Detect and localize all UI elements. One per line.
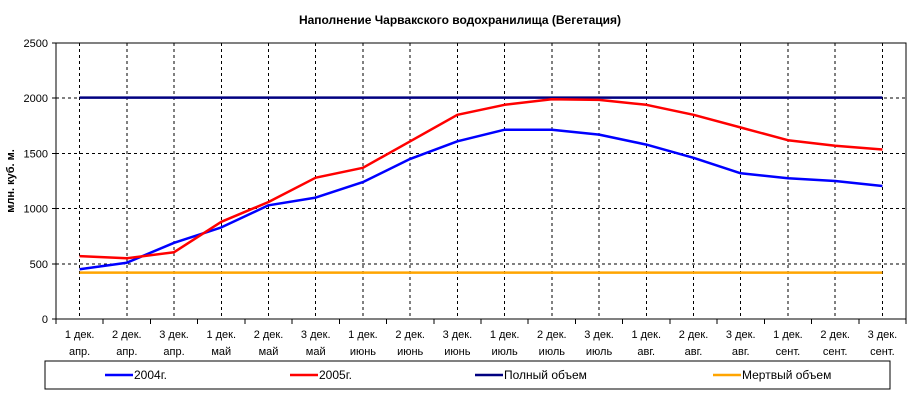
- legend-items: 2004г. 2005г. Полный объем Мертвый объем: [105, 368, 831, 382]
- x-tick-label: июль: [491, 346, 518, 358]
- x-tick-label: 2 дек.: [254, 329, 284, 341]
- x-tick-label: 2 дек.: [112, 329, 142, 341]
- y-tick-label: 0: [42, 314, 48, 326]
- x-tick-label: май: [259, 346, 279, 358]
- x-ticks: 1 дек. апр. 2 дек. апр. 3 дек. апр. 1 дек. май 2…: [65, 329, 897, 358]
- grid: [56, 42, 906, 319]
- x-tick-label: авг.: [732, 346, 750, 358]
- y-tick-label: 500: [30, 259, 48, 271]
- x-tick-label: 1 дек.: [773, 329, 803, 341]
- x-tick-label: май: [211, 346, 231, 358]
- x-tick-label: май: [306, 346, 326, 358]
- series-line: [79, 98, 883, 260]
- series: [79, 96, 883, 274]
- legend-label: Полный объем: [504, 368, 587, 382]
- x-tick-label: июнь: [350, 346, 376, 358]
- x-tick-label: 1 дек.: [206, 329, 236, 341]
- x-tick-label: апр.: [116, 346, 137, 358]
- x-tick-label: 2 дек.: [820, 329, 850, 341]
- x-tick-label: апр.: [69, 346, 90, 358]
- chart-title: Наполнение Чарвакского водохранилища (Ве…: [299, 13, 621, 27]
- y-tick-label: 2000: [24, 93, 48, 105]
- y-ticks: 0 500 1000 1500 2000 2500: [24, 38, 48, 326]
- x-tick-label: 3 дек.: [301, 329, 331, 341]
- x-tick-label: апр.: [163, 346, 184, 358]
- x-tick-label: авг.: [685, 346, 703, 358]
- x-tick-label: 2 дек.: [537, 329, 567, 341]
- x-tick-label: 1 дек.: [631, 329, 661, 341]
- legend-label: Мертвый объем: [742, 368, 831, 382]
- x-tick-label: сент.: [776, 346, 801, 358]
- x-tick-label: 2 дек.: [679, 329, 709, 341]
- x-tick-label: 1 дек.: [348, 329, 378, 341]
- x-tick-label: июль: [539, 346, 566, 358]
- x-tick-label: июнь: [444, 346, 470, 358]
- x-tick-label: 3 дек.: [443, 329, 473, 341]
- y-tick-label: 1500: [24, 148, 48, 160]
- axes: [52, 42, 907, 324]
- x-tick-label: 3 дек.: [868, 329, 898, 341]
- legend-label: 2004г.: [134, 368, 167, 382]
- x-tick-label: 3 дек.: [584, 329, 614, 341]
- x-tick-label: сент.: [823, 346, 848, 358]
- x-tick-label: сент.: [870, 346, 895, 358]
- legend-label: 2005г.: [319, 368, 352, 382]
- x-tick-label: июнь: [397, 346, 423, 358]
- series-line: [79, 128, 883, 271]
- x-tick-label: 2 дек.: [395, 329, 425, 341]
- x-tick-label: июль: [586, 346, 613, 358]
- x-tick-label: 3 дек.: [726, 329, 756, 341]
- plot-area: [55, 42, 907, 320]
- x-tick-label: 1 дек.: [65, 329, 95, 341]
- y-tick-label: 1000: [24, 204, 48, 216]
- x-tick-label: 1 дек.: [490, 329, 520, 341]
- x-tick-label: авг.: [637, 346, 655, 358]
- y-axis-label: млн. куб. м.: [5, 149, 17, 213]
- x-tick-label: 3 дек.: [159, 329, 189, 341]
- legend: [44, 360, 891, 390]
- y-tick-label: 2500: [24, 38, 48, 50]
